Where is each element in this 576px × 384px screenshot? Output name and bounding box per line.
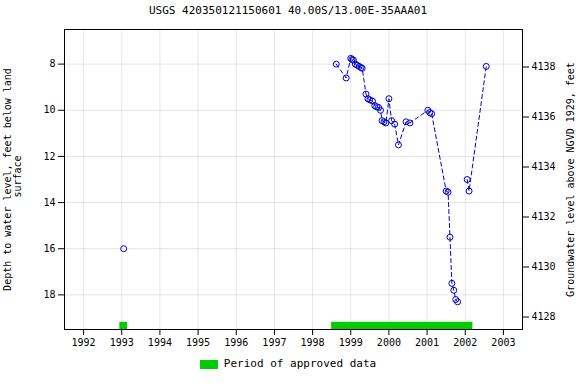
svg-text:4128: 4128	[532, 311, 556, 322]
svg-text:18: 18	[43, 289, 55, 300]
svg-text:12: 12	[43, 151, 55, 162]
svg-text:2003: 2003	[491, 337, 515, 348]
svg-text:2000: 2000	[377, 337, 401, 348]
svg-text:Depth to water level, feet bel: Depth to water level, feet below land su…	[2, 68, 23, 291]
html-text:Period of approved data: Period of approved data	[223, 357, 377, 370]
svg-text:1997: 1997	[262, 337, 286, 348]
svg-text:4132: 4132	[532, 211, 556, 222]
svg-text:4138: 4138	[532, 61, 556, 72]
svg-text:4136: 4136	[532, 111, 556, 122]
svg-text:1995: 1995	[186, 337, 210, 348]
svg-text:1999: 1999	[339, 337, 363, 348]
svg-text:1996: 1996	[224, 337, 248, 348]
svg-text:1994: 1994	[148, 337, 172, 348]
svg-text:1993: 1993	[110, 337, 134, 348]
svg-text:16: 16	[43, 243, 55, 254]
svg-text:Groundwater level above NGVD 1: Groundwater level above NGVD 1929, feet	[565, 62, 576, 297]
svg-text:1998: 1998	[301, 337, 325, 348]
svg-text:4134: 4134	[532, 161, 556, 172]
svg-text:8: 8	[49, 58, 55, 69]
svg-text:4130: 4130	[532, 261, 556, 272]
svg-text:14: 14	[43, 197, 55, 208]
svg-text:2001: 2001	[415, 337, 439, 348]
svg-text:2002: 2002	[453, 337, 477, 348]
svg-text:1992: 1992	[72, 337, 96, 348]
svg-text:10: 10	[43, 104, 55, 115]
html-text:USGS 420350121150601 40.00S/13: USGS 420350121150601 40.00S/13.00E-35AAA…	[148, 4, 428, 17]
